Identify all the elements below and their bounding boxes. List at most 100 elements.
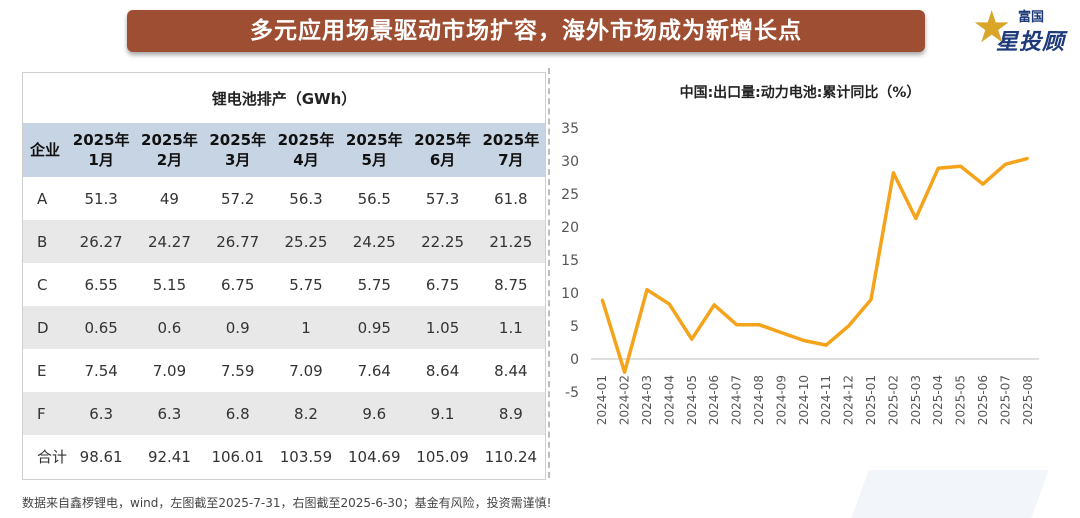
value-cell: 61.8 <box>494 189 528 208</box>
chart-title: 中国:出口量:动力电池:累计同比（%） <box>679 85 921 101</box>
x-tick-label: 2024-03 <box>640 375 654 425</box>
value-cell: 6.3 <box>135 392 204 435</box>
y-tick-label: 5 <box>570 319 579 335</box>
value-cell: 5.75 <box>357 275 391 294</box>
y-tick-label: 20 <box>561 220 579 236</box>
value-cell: 1.1 <box>476 306 545 349</box>
x-tick-label: 2024-10 <box>797 375 811 425</box>
value-cell: 9.6 <box>340 392 409 435</box>
data-point <box>1026 157 1029 160</box>
x-tick-label: 2024-01 <box>595 375 609 425</box>
series-line <box>600 156 1029 374</box>
logo-main-text: 星投顾 <box>996 30 1066 55</box>
x-tick-label: 2025-05 <box>954 375 968 425</box>
data-point <box>959 165 962 168</box>
production-table: 企业 2025年 1月 2025年 2月 2025年 3月 2025年 4月 2025年… <box>23 123 545 478</box>
watermark-decoration <box>851 470 1049 518</box>
value-cell: 1.05 <box>408 306 477 349</box>
data-point <box>937 167 940 170</box>
data-point <box>645 288 649 291</box>
column-header: 2025年 4月 <box>271 123 341 177</box>
data-point <box>735 323 738 326</box>
y-tick-label: 25 <box>561 187 579 203</box>
value-cell: 7.59 <box>221 361 255 380</box>
star-icon: ★ <box>972 2 1012 53</box>
x-tick-label: 2024-11 <box>819 375 833 425</box>
firm-name-cell: D <box>23 306 67 349</box>
x-tick-label: 2025-06 <box>976 375 990 425</box>
export-growth-line-chart: -5 0 5 10 15 20 25 30 35 2024-01 2024-02 2024-03 202… <box>561 121 1039 425</box>
data-point <box>690 338 693 341</box>
value-cell: 0.65 <box>67 306 136 349</box>
table-row: B 26.27 24.27 26.77 25.25 24.25 22.25 21.25 <box>23 220 545 263</box>
panel-divider <box>548 68 550 478</box>
x-tick-label: 2024-08 <box>752 375 766 425</box>
table-row: 合计 98.61 92.41 106.01 103.59 104.69 105.09 110.… <box>23 435 545 478</box>
column-header: 2025年 2月 <box>135 123 204 177</box>
column-header: 2025年 6月 <box>408 123 477 177</box>
value-cell: 57.3 <box>425 189 460 208</box>
value-cell: 7.54 <box>84 361 118 380</box>
value-cell: 24.27 <box>135 220 204 263</box>
value-cell: 5.75 <box>289 275 323 294</box>
value-cell: 8.9 <box>476 392 545 435</box>
value-cell: 49 <box>159 189 179 208</box>
y-tick-label: 0 <box>570 352 579 368</box>
firm-name-cell: E <box>37 361 47 380</box>
data-point <box>847 324 850 328</box>
value-cell: 56.5 <box>357 189 391 208</box>
corner-header: 企业 <box>23 123 67 177</box>
x-tick-label: 2024-04 <box>662 375 676 425</box>
data-point <box>601 298 604 301</box>
data-point <box>780 331 783 334</box>
x-tick-label: 2024-05 <box>685 375 699 425</box>
value-cell: 0.9 <box>203 306 272 349</box>
data-point <box>668 303 671 306</box>
x-tick-label: 2025-03 <box>909 375 923 425</box>
x-tick-label: 2025-01 <box>864 375 878 425</box>
value-cell: 7.64 <box>357 361 391 380</box>
x-tick-label: 2024-02 <box>618 375 632 425</box>
x-tick-label: 2025-07 <box>998 375 1012 425</box>
value-cell: 26.77 <box>203 220 272 263</box>
value-cell: 21.25 <box>476 220 545 263</box>
x-tick-label: 2025-08 <box>1021 375 1035 425</box>
value-cell: 26.27 <box>67 220 136 263</box>
value-cell: 5.15 <box>152 275 187 294</box>
value-cell: 6.55 <box>84 275 118 294</box>
brand-logo: ★ 富国 星投顾 <box>972 2 1076 56</box>
value-cell: 0.95 <box>340 306 409 349</box>
value-cell: 1 <box>271 306 341 349</box>
value-cell: 105.09 <box>416 447 469 466</box>
value-cell: 56.3 <box>289 189 323 208</box>
table-header-row: 企业 2025年 1月 2025年 2月 2025年 3月 2025年 4月 2025年… <box>23 123 545 177</box>
value-cell: 6.75 <box>425 275 460 294</box>
y-tick-label: 15 <box>561 253 579 269</box>
data-point <box>825 343 828 347</box>
value-cell: 103.59 <box>279 447 333 466</box>
value-cell: 92.41 <box>147 447 191 466</box>
value-cell: 51.3 <box>84 189 118 208</box>
x-tick-label: 2025-04 <box>931 375 945 425</box>
table-row: A 51.3 49 57.2 56.3 56.5 57.3 61.8 <box>23 177 545 220</box>
page-title: 多元应用场景驱动市场扩容，海外市场成为新增长点 <box>127 10 925 52</box>
y-tick-label: 30 <box>561 154 579 170</box>
value-cell: 7.09 <box>152 361 187 380</box>
data-point <box>981 182 985 186</box>
y-tick-label: 35 <box>561 121 579 137</box>
value-cell: 22.25 <box>408 220 477 263</box>
value-cell: 57.2 <box>221 189 255 208</box>
value-cell: 24.25 <box>340 220 409 263</box>
firm-name-cell: 合计 <box>37 448 68 466</box>
value-cell: 9.1 <box>408 392 477 435</box>
firm-name-cell: B <box>23 220 67 263</box>
value-cell: 6.8 <box>203 392 272 435</box>
production-table-panel: 锂电池排产（GWh） 企业 2025年 1月 2025年 2月 2025年 3月 20… <box>22 72 546 480</box>
value-cell: 6.3 <box>67 392 136 435</box>
value-cell: 110.24 <box>484 447 538 466</box>
table-row: F 6.3 6.3 6.8 8.2 9.6 9.1 8.9 <box>23 392 545 435</box>
value-cell: 104.69 <box>348 447 401 466</box>
column-header: 2025年 1月 <box>67 123 136 177</box>
value-cell: 8.2 <box>271 392 341 435</box>
y-tick-label: -5 <box>565 385 579 401</box>
